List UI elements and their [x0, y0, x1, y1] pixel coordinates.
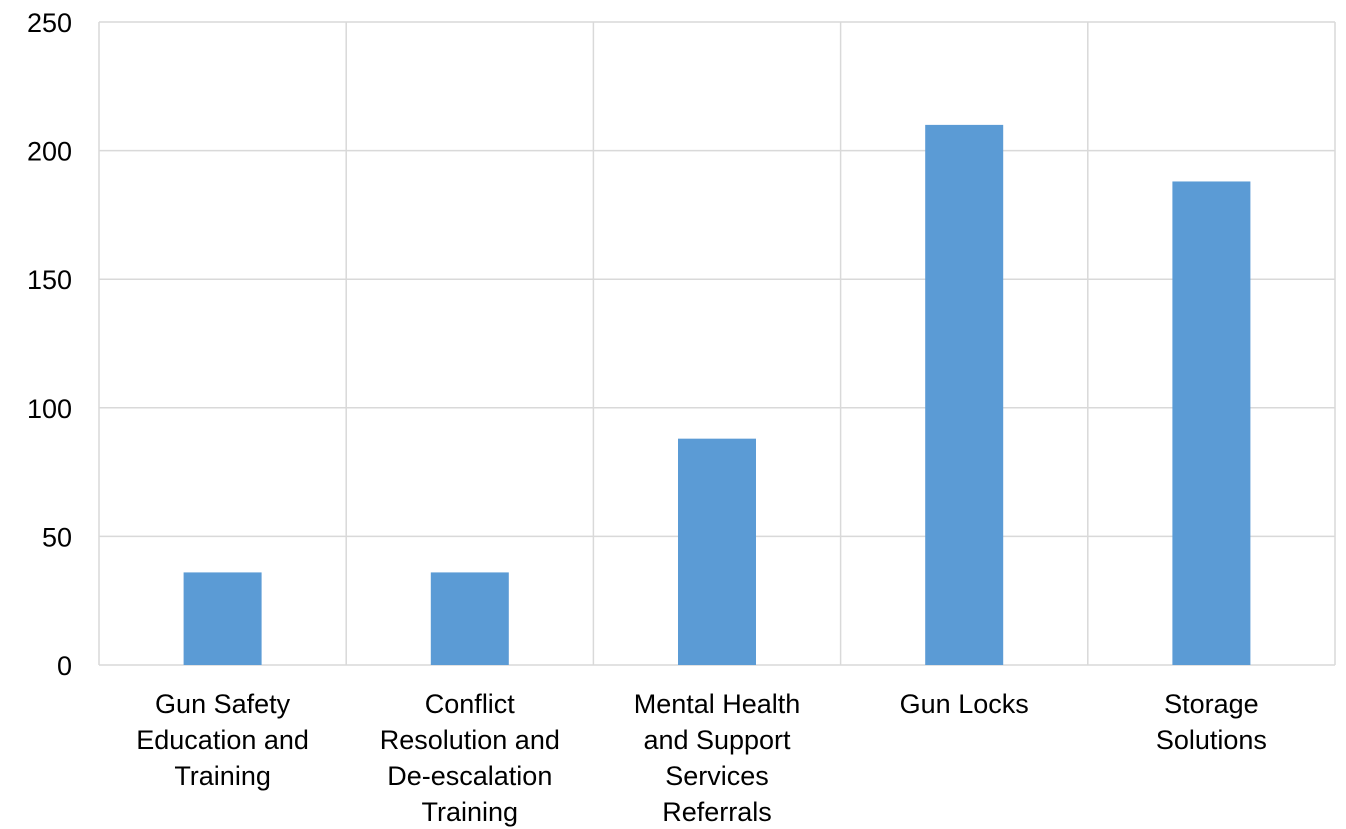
- bar: [1172, 181, 1251, 666]
- bar: [183, 572, 262, 665]
- x-category-label-line: Training: [422, 797, 519, 827]
- x-category-label-line: Resolution and: [380, 725, 560, 755]
- x-category-label-line: Education and: [136, 725, 309, 755]
- y-tick-label: 100: [27, 394, 72, 424]
- y-tick-label: 200: [27, 137, 72, 167]
- y-axis-ticks: 0 50 100 150 200 250: [27, 8, 72, 681]
- x-category-label-line: Services: [665, 761, 769, 791]
- x-category-label-line: Gun Safety: [155, 689, 291, 719]
- x-category-label-line: Referrals: [662, 797, 772, 827]
- x-category-label-line: Solutions: [1156, 725, 1267, 755]
- x-category-label-line: Conflict: [425, 689, 516, 719]
- bar: [430, 572, 509, 665]
- x-category-label-line: Training: [174, 761, 271, 791]
- y-tick-label: 0: [57, 651, 72, 681]
- x-category-label: Conflict Resolution and De-escalation Train…: [380, 689, 560, 827]
- x-category-label-line: and Support: [643, 725, 791, 755]
- y-tick-label: 150: [27, 265, 72, 295]
- x-axis-labels: Gun Safety Education and Training Conflict R…: [136, 689, 1267, 827]
- x-category-label: Gun Safety Education and Training: [136, 689, 309, 791]
- x-category-label: Mental Health and Support Services Referral…: [634, 689, 801, 827]
- bars: [183, 124, 1251, 666]
- bar: [678, 438, 756, 665]
- x-category-label-line: Storage: [1164, 689, 1259, 719]
- x-category-label: Storage Solutions: [1156, 689, 1267, 755]
- y-tick-label: 50: [42, 522, 72, 552]
- y-tick-label: 250: [27, 8, 72, 38]
- x-category-label: Gun Locks: [900, 689, 1029, 719]
- x-category-label-line: Mental Health: [634, 689, 801, 719]
- x-category-label-line: Gun Locks: [900, 689, 1029, 719]
- grid-lines: [98, 21, 1336, 666]
- x-category-label-line: De-escalation: [387, 761, 552, 791]
- bar: [925, 124, 1004, 665]
